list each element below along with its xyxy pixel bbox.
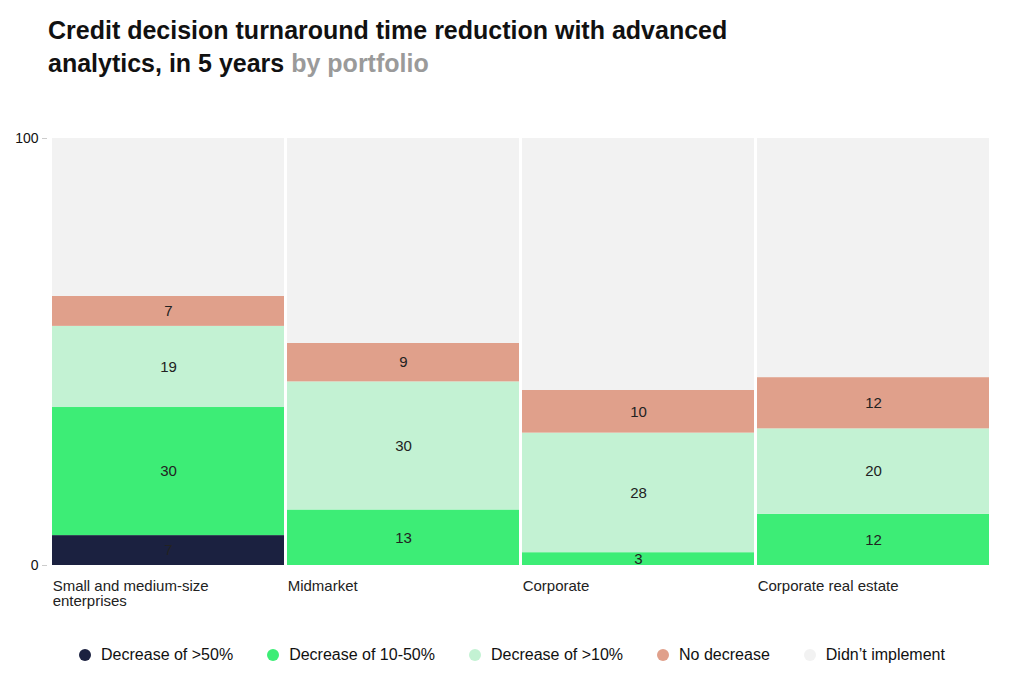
svg-text:Corporate real estate: Corporate real estate [758, 577, 899, 594]
svg-text:19: 19 [160, 358, 177, 375]
svg-text:Corporate: Corporate [523, 577, 590, 594]
svg-text:30: 30 [395, 437, 412, 454]
html-text:Decrease of >50%: Decrease of >50% [101, 646, 234, 663]
html-text:Credit decision turnaround tim: Credit decision turnaround time reductio… [48, 16, 728, 77]
html-text:Decrease of 10-50%: Decrease of 10-50% [289, 646, 435, 663]
svg-text:9: 9 [399, 353, 407, 370]
html-text:Decrease of >10%: Decrease of >10% [491, 646, 624, 663]
svg-text:30: 30 [160, 462, 177, 479]
svg-text:20: 20 [865, 462, 882, 479]
svg-text:12: 12 [865, 531, 882, 548]
svg-text:Small and medium-sizeenterpris: Small and medium-sizeenterprises [53, 577, 209, 609]
svg-text:28: 28 [630, 484, 647, 501]
svg-text:10: 10 [630, 403, 647, 420]
svg-text:0: 0 [31, 557, 39, 573]
html-text:Didn’t implement: Didn’t implement [825, 646, 945, 663]
svg-text:7: 7 [164, 541, 172, 558]
html-text:No decrease: No decrease [679, 646, 770, 663]
svg-text:3: 3 [634, 550, 642, 567]
svg-text:12: 12 [865, 394, 882, 411]
svg-text:100: 100 [15, 130, 39, 146]
svg-text:7: 7 [164, 302, 172, 319]
svg-text:Midmarket: Midmarket [288, 577, 359, 594]
svg-text:13: 13 [395, 529, 412, 546]
